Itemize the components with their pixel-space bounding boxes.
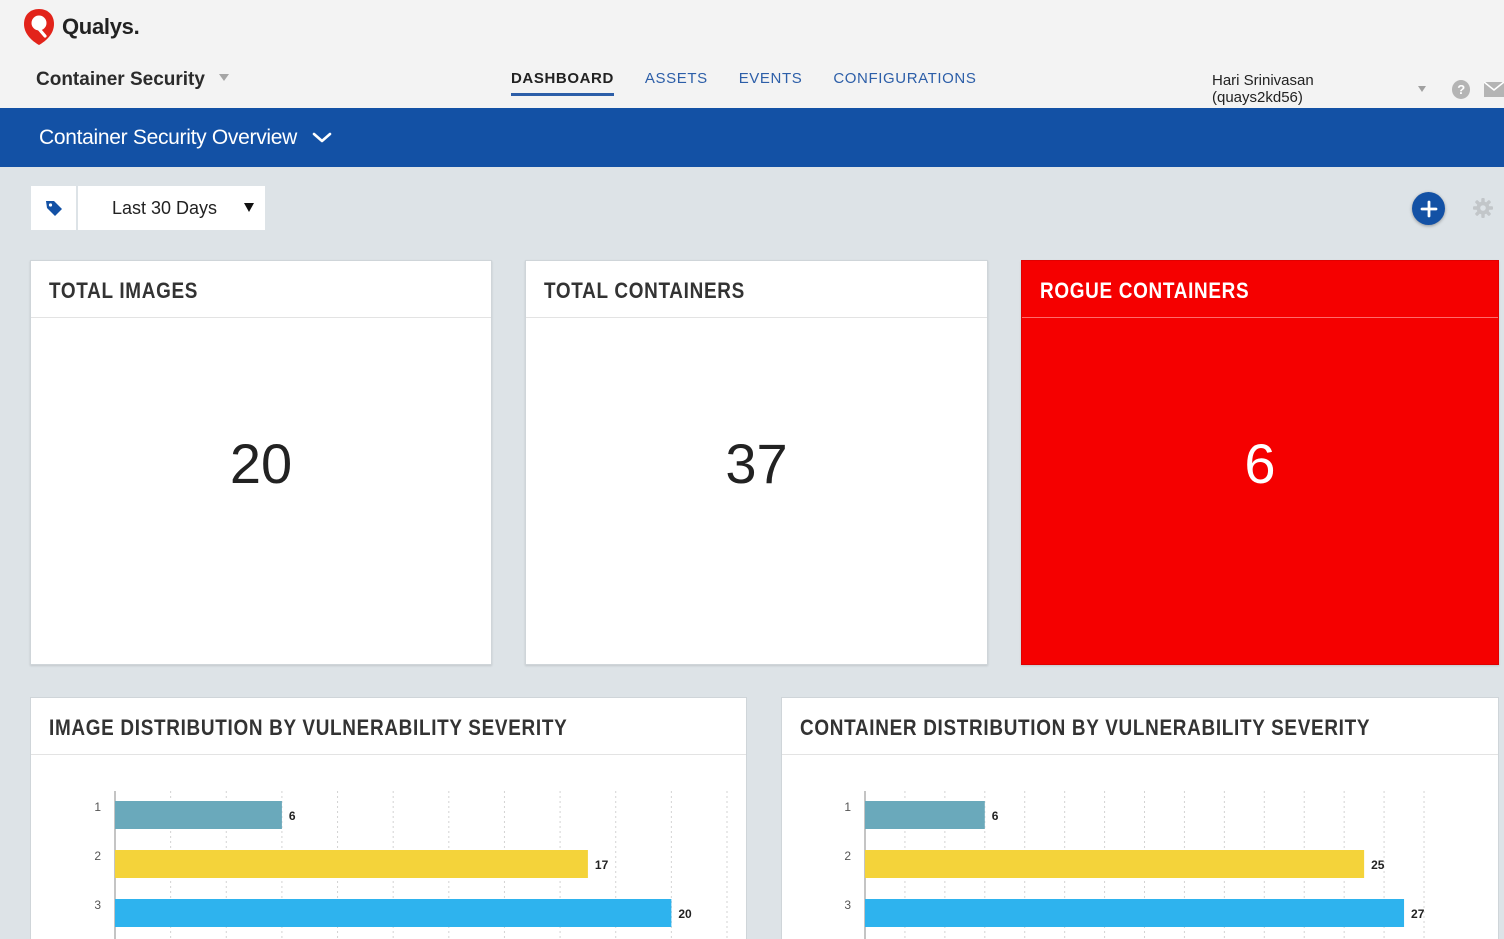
qualys-shield-icon: [24, 9, 54, 45]
bar-value-label: 17: [595, 858, 609, 872]
chevron-down-icon: [218, 73, 229, 81]
add-widget-button[interactable]: [1412, 192, 1445, 225]
panel-title: CONTAINER DISTRIBUTION BY VULNERABILITY …: [782, 698, 1498, 755]
caret-down-icon: [244, 203, 254, 212]
chevron-down-icon[interactable]: [312, 132, 332, 144]
qualys-logo[interactable]: Qualys.: [22, 8, 140, 46]
y-tick-label: 3: [94, 898, 101, 912]
date-range-value: Last 30 Days: [112, 198, 218, 218]
tab-events[interactable]: EVENTS: [738, 70, 803, 87]
dashboard-header: Container Security Overview: [0, 108, 1504, 167]
tab-configurations[interactable]: CONFIGURATIONS: [833, 70, 977, 87]
image-distribution-panel: IMAGE DISTRIBUTION BY VULNERABILITY SEVE…: [30, 697, 747, 939]
container-distribution-panel: CONTAINER DISTRIBUTION BY VULNERABILITY …: [781, 697, 1499, 939]
y-tick-label: 1: [844, 800, 851, 814]
image-distribution-chart: 1 6 2 17 3 20: [94, 791, 728, 939]
y-tick-label: 2: [844, 849, 851, 863]
panel-title: IMAGE DISTRIBUTION BY VULNERABILITY SEVE…: [31, 698, 746, 755]
bar-value-label: 20: [678, 907, 692, 921]
total-images-card[interactable]: TOTAL IMAGES 20: [30, 260, 492, 665]
severity-bar[interactable]: [865, 801, 985, 829]
severity-bar[interactable]: [115, 801, 282, 829]
brand-name: Qualys.: [62, 14, 140, 39]
plus-icon: [1420, 200, 1437, 217]
help-icon[interactable]: ?: [1451, 79, 1471, 99]
container-distribution-chart: 1 6 2 25 3 27: [844, 791, 1425, 939]
severity-bar[interactable]: [115, 899, 672, 927]
date-range-select[interactable]: Last 30 Days: [78, 186, 265, 230]
module-switcher[interactable]: Container Security: [36, 69, 229, 91]
user-menu[interactable]: Hari Srinivasan (quays2kd56) ?: [1212, 72, 1504, 106]
user-name: Hari Srinivasan (quays2kd56): [1212, 72, 1314, 106]
tag-icon: [45, 201, 62, 216]
severity-bar[interactable]: [865, 899, 1405, 927]
card-value: 37: [725, 432, 788, 495]
bar-value-label: 27: [1411, 907, 1425, 921]
card-value: 6: [1244, 432, 1276, 495]
dashboard-title[interactable]: Container Security Overview: [39, 126, 297, 149]
card-title: TOTAL CONTAINERS: [526, 261, 987, 318]
gear-icon[interactable]: [1472, 197, 1494, 219]
rogue-containers-card[interactable]: ROGUE CONTAINERS 6: [1021, 260, 1499, 665]
card-title: TOTAL IMAGES: [31, 261, 491, 318]
total-containers-card[interactable]: TOTAL CONTAINERS 37: [525, 260, 988, 665]
y-tick-label: 2: [94, 849, 101, 863]
tag-filter-button[interactable]: [31, 186, 76, 230]
module-title: Container Security: [36, 69, 205, 90]
card-title: ROGUE CONTAINERS: [1022, 261, 1498, 318]
severity-bar[interactable]: [865, 850, 1365, 878]
tab-assets[interactable]: ASSETS: [644, 70, 708, 87]
mail-icon[interactable]: [1484, 81, 1504, 97]
y-tick-label: 3: [844, 898, 851, 912]
card-value: 20: [229, 432, 293, 495]
tab-dashboard[interactable]: DASHBOARD: [511, 70, 614, 96]
main-nav: DASHBOARD ASSETS EVENTS CONFIGURATIONS: [511, 70, 976, 96]
bar-value-label: 6: [289, 809, 296, 823]
bar-value-label: 6: [992, 809, 999, 823]
severity-bar[interactable]: [115, 850, 588, 878]
bar-value-label: 25: [1371, 858, 1385, 872]
chevron-down-icon: [1417, 86, 1426, 92]
y-tick-label: 1: [94, 800, 101, 814]
top-header: Qualys. Container Security DASHBOARD ASS…: [0, 0, 1504, 108]
